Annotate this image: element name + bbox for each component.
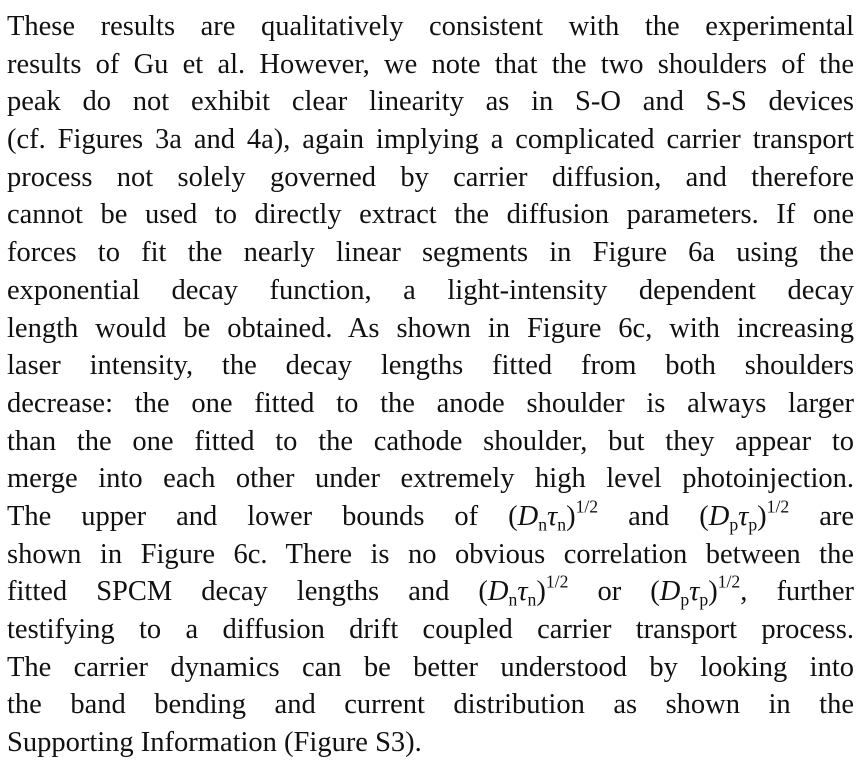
text-run: testifying to a diffusion drift coupled … (7, 614, 854, 645)
text-run: fitted SPCM decay lengths and ( (7, 576, 488, 608)
text-run: These results are qualitatively consiste… (7, 11, 854, 42)
text-line: fitted SPCM decay lengths and (Dnτn)1/2 … (7, 573, 854, 611)
text-line: laser intensity, the decay lengths fitte… (7, 347, 854, 385)
text-line: decrease: the one fitted to the anode sh… (7, 385, 854, 423)
text-run: exponential decay function, a light-inte… (7, 274, 854, 306)
text-line: merge into each other under extremely hi… (7, 460, 854, 498)
text-line: These results are qualitatively consiste… (7, 8, 854, 46)
text-line: process not solely governed by carrier d… (7, 159, 854, 197)
text-line: length would be obtained. As shown in Fi… (7, 310, 854, 348)
text-run: or ( (568, 576, 660, 608)
math-sub: n (527, 589, 537, 610)
text-run: ) (536, 576, 546, 608)
text-line: (cf. Figures 3a and 4a), again implying … (7, 121, 854, 159)
text-run: cannot be used to directly extract the d… (7, 199, 854, 231)
math-italic: D (517, 500, 539, 532)
text-run: and ( (598, 500, 709, 532)
text-run: are (789, 500, 854, 532)
text-line: testifying to a diffusion drift coupled … (7, 611, 854, 649)
math-sub: p (699, 589, 709, 610)
text-line: forces to fit the nearly linear segments… (7, 234, 854, 272)
text-run: peak do not exhibit clear linearity as i… (7, 86, 854, 118)
math-sub: n (508, 589, 518, 610)
text-line: The carrier dynamics can be better under… (7, 649, 854, 687)
text-line: cannot be used to directly extract the d… (7, 196, 854, 234)
math-italic: D (659, 576, 681, 608)
math-sup: 1/2 (545, 571, 569, 592)
text-run: merge into each other under extremely hi… (7, 463, 854, 495)
text-run: decrease: the one fitted to the anode sh… (7, 387, 854, 419)
text-run: results of Gu et al. However, we note th… (7, 48, 854, 80)
text-line: The upper and lower bounds of (Dnτn)1/2 … (7, 498, 854, 536)
math-sub: p (729, 514, 739, 535)
text-run: process not solely governed by carrier d… (7, 161, 854, 193)
text-run: Supporting Information (Figure S3). (7, 727, 422, 759)
text-line: peak do not exhibit clear linearity as i… (7, 83, 854, 121)
text-run: ) (708, 576, 718, 608)
text-line: than the one fitted to the cathode shoul… (7, 423, 854, 461)
text-line: results of Gu et al. However, we note th… (7, 46, 854, 84)
math-italic: τ (517, 576, 528, 608)
math-italic: τ (547, 500, 558, 532)
math-italic: D (487, 576, 509, 608)
text-run: The carrier dynamics can be better under… (7, 651, 854, 683)
text-run: ) (566, 500, 576, 532)
text-run: shown in Figure 6c. There is no obvious … (7, 538, 854, 570)
text-run: the band bending and current distributio… (7, 689, 854, 721)
text-run: ) (757, 500, 767, 532)
math-sup: 1/2 (575, 496, 599, 517)
text-run: forces to fit the nearly linear segments… (7, 237, 854, 269)
text-run: (cf. Figures 3a and 4a), again implying … (7, 124, 854, 156)
text-run: laser intensity, the decay lengths fitte… (7, 350, 854, 382)
text-run: length would be obtained. As shown in Fi… (7, 312, 854, 344)
math-sub: n (538, 514, 548, 535)
math-italic: τ (689, 576, 700, 608)
math-italic: D (708, 500, 730, 532)
math-sub: n (557, 514, 567, 535)
math-italic: τ (738, 500, 749, 532)
math-sub: p (680, 589, 690, 610)
text-run: , further (740, 576, 854, 608)
math-sup: 1/2 (717, 571, 741, 592)
text-line: Supporting Information (Figure S3). (7, 724, 854, 762)
text-run: The upper and lower bounds of ( (7, 500, 518, 532)
text-line: the band bending and current distributio… (7, 686, 854, 724)
text-line: exponential decay function, a light-inte… (7, 272, 854, 310)
math-sub: p (748, 514, 758, 535)
text-line: shown in Figure 6c. There is no obvious … (7, 536, 854, 574)
math-sup: 1/2 (766, 496, 790, 517)
text-run: than the one fitted to the cathode shoul… (7, 425, 854, 457)
